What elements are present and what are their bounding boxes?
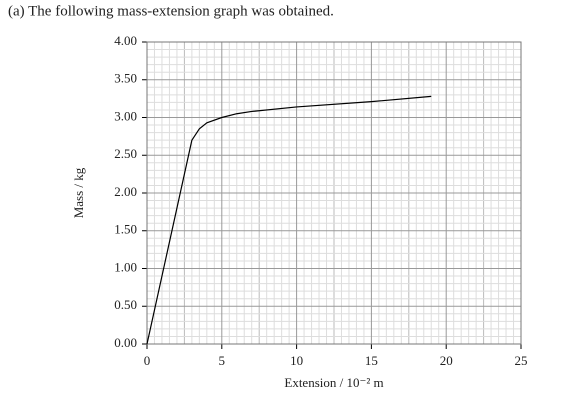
y-tick-label: 4.00 — [114, 33, 137, 48]
x-tick-label: 20 — [440, 353, 453, 368]
x-tick-label: 15 — [365, 353, 378, 368]
y-tick-label: 0.00 — [114, 335, 137, 350]
y-tick-label: 3.00 — [114, 108, 137, 123]
y-tick-label: 2.00 — [114, 184, 137, 199]
x-tick-label: 0 — [144, 353, 151, 368]
x-tick-label: 25 — [515, 353, 528, 368]
y-tick-label: 1.00 — [114, 259, 137, 274]
x-tick-label: 5 — [219, 353, 226, 368]
plot-frame — [146, 41, 522, 345]
chart-title: (a) The following mass-extension graph w… — [8, 3, 334, 19]
x-tick-label: 10 — [290, 353, 303, 368]
y-tick-label: 0.50 — [114, 297, 137, 312]
y-tick-label: 1.50 — [114, 222, 137, 237]
y-tick-label: 2.50 — [114, 146, 137, 161]
data-line — [146, 95, 432, 345]
y-axis-label: Mass / kg — [71, 167, 86, 218]
x-axis-label: Extension / 10⁻² m — [284, 375, 383, 390]
y-tick-label: 3.50 — [114, 71, 137, 86]
